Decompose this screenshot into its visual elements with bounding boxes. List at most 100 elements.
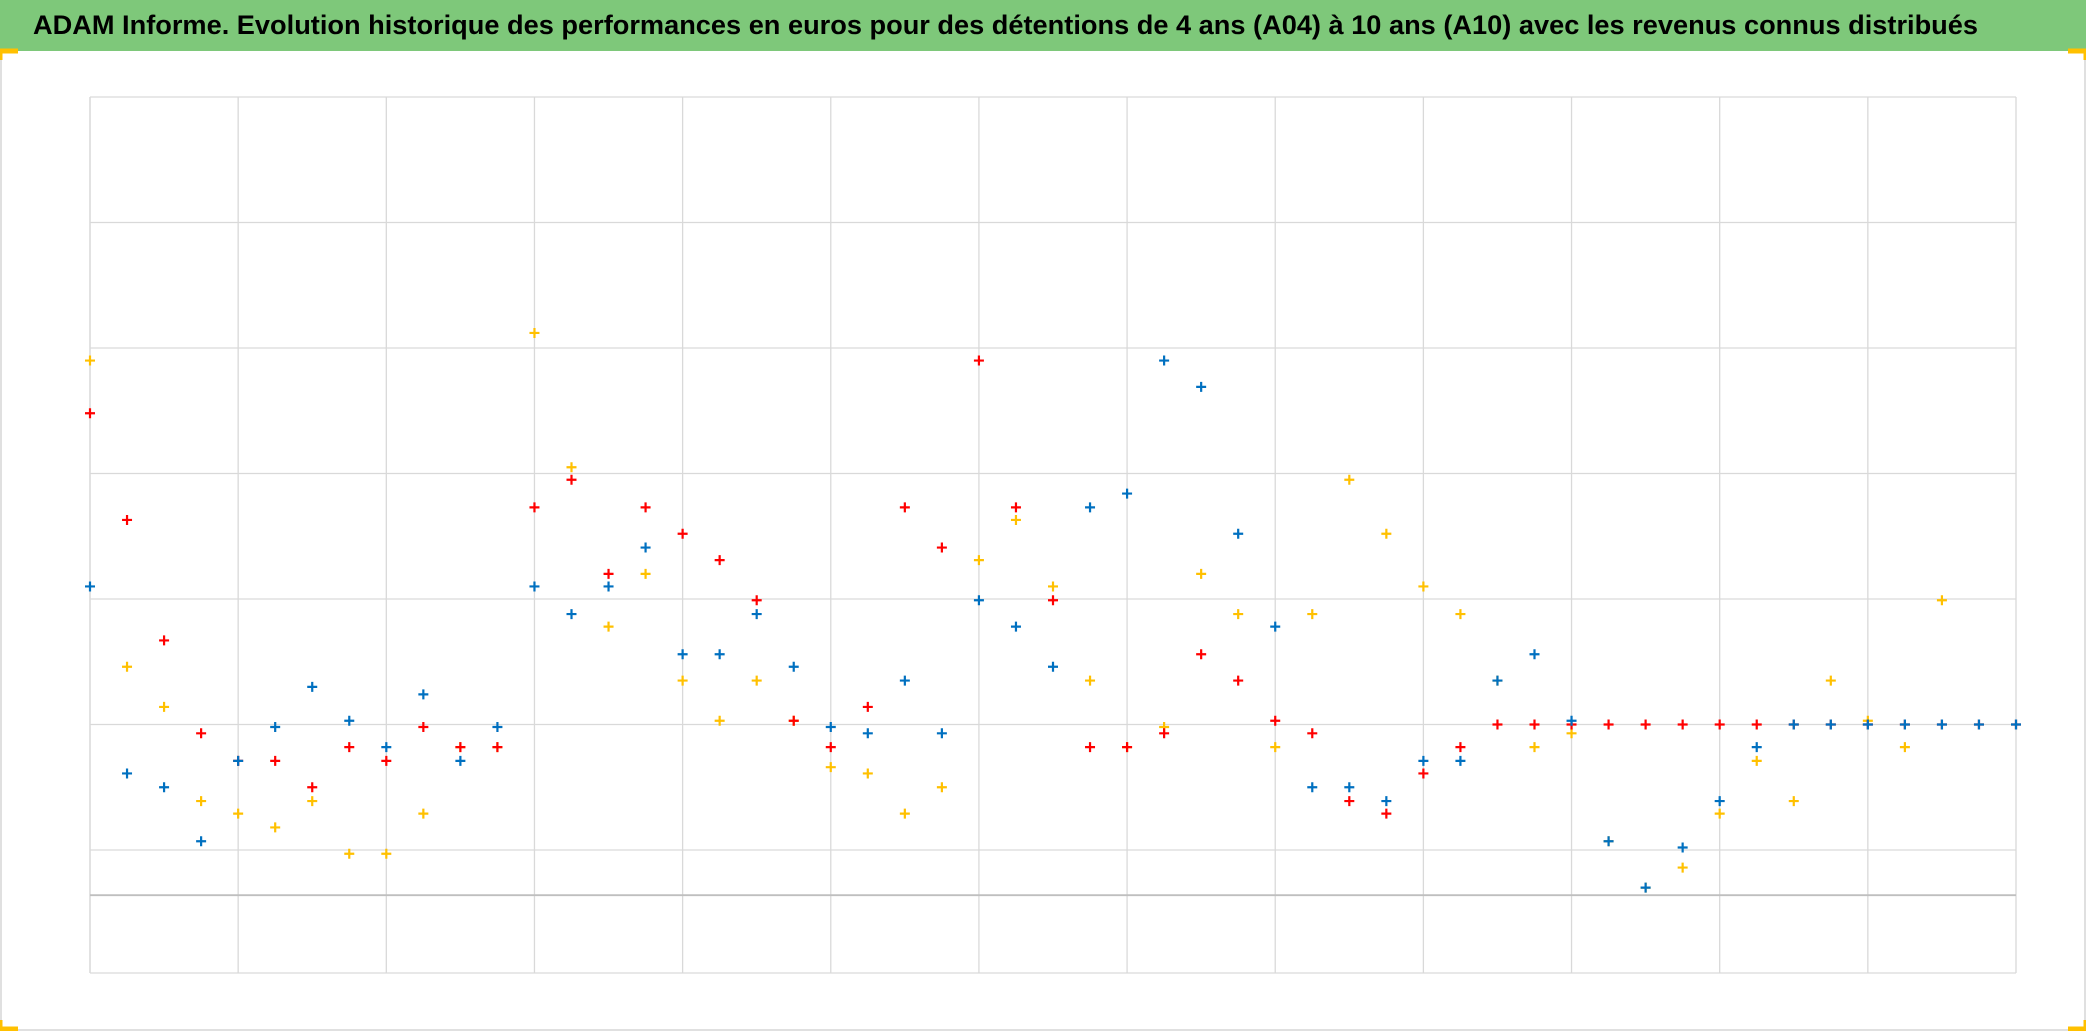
point (936, 542, 947, 553)
point (1862, 719, 1873, 730)
point (825, 742, 836, 753)
point (196, 728, 207, 739)
point (825, 762, 836, 773)
point (233, 808, 244, 819)
point (1714, 808, 1725, 819)
point (492, 722, 503, 733)
point (1307, 728, 1318, 739)
point (1529, 719, 1540, 730)
point (1270, 621, 1281, 632)
point (1085, 742, 1096, 753)
point (1603, 719, 1614, 730)
point (714, 555, 725, 566)
point (1048, 661, 1058, 672)
point (825, 722, 836, 733)
point (1196, 649, 1207, 660)
point (1085, 502, 1096, 513)
point (270, 755, 281, 766)
point (1566, 715, 1577, 726)
point (455, 742, 466, 753)
point (529, 581, 540, 592)
point (1233, 528, 1244, 539)
point (603, 568, 614, 579)
point (862, 768, 873, 779)
point (1677, 862, 1688, 873)
chart-title: ADAM Informe. Evolution historique des p… (33, 10, 1978, 40)
point (492, 742, 503, 753)
point (418, 722, 429, 733)
point (1048, 581, 1058, 592)
point (1233, 675, 1244, 686)
point (381, 742, 392, 753)
point (1010, 502, 1021, 513)
point (1529, 649, 1540, 660)
point (455, 755, 466, 766)
point (1344, 474, 1355, 485)
point (122, 768, 133, 779)
point (196, 836, 207, 847)
point (1159, 355, 1170, 366)
point (1973, 719, 1984, 730)
point (307, 796, 318, 807)
point (1529, 742, 1540, 753)
point (1640, 719, 1651, 730)
point (1196, 381, 1207, 392)
point (603, 621, 614, 632)
point (381, 848, 392, 859)
point (1270, 742, 1281, 753)
point (85, 355, 95, 366)
point (899, 675, 910, 686)
point (270, 722, 281, 733)
point (122, 514, 133, 525)
point (1714, 719, 1725, 730)
point (1418, 755, 1429, 766)
point (307, 782, 318, 793)
point (899, 502, 910, 513)
point (1381, 808, 1392, 819)
point (566, 474, 577, 485)
point (1714, 796, 1725, 807)
point (1899, 742, 1910, 753)
point (1788, 796, 1799, 807)
point (233, 755, 244, 766)
point (1381, 796, 1392, 807)
point (1492, 719, 1503, 730)
point (1418, 581, 1429, 592)
point (344, 742, 355, 753)
point (1196, 568, 1207, 579)
point (1418, 768, 1429, 779)
point (751, 595, 762, 606)
point (381, 755, 392, 766)
point (1122, 742, 1133, 753)
point (159, 782, 170, 793)
point (714, 649, 725, 660)
point (566, 609, 577, 620)
point (1899, 719, 1910, 730)
point (159, 701, 170, 712)
point (1010, 621, 1021, 632)
point (1122, 488, 1133, 499)
point (640, 502, 651, 513)
point (1455, 755, 1466, 766)
point (1159, 728, 1170, 739)
point (640, 542, 651, 553)
point (1455, 742, 1466, 753)
point (1825, 719, 1836, 730)
point (751, 609, 762, 620)
points (85, 327, 2021, 893)
point (677, 528, 688, 539)
point (1233, 609, 1244, 620)
point (1307, 782, 1318, 793)
point (899, 808, 910, 819)
point (1677, 719, 1688, 730)
point (936, 728, 947, 739)
point (85, 581, 95, 592)
point (270, 822, 281, 833)
point (603, 581, 614, 592)
point (418, 689, 429, 700)
point (1825, 675, 1836, 686)
point (677, 675, 688, 686)
point (1307, 609, 1318, 620)
